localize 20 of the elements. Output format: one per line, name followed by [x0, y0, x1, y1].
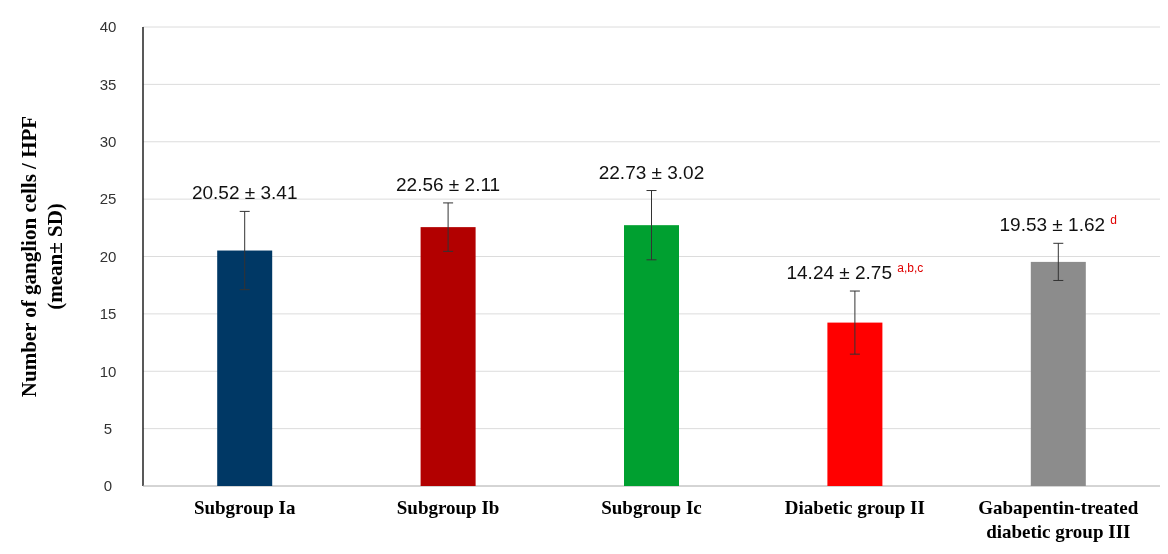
x-tick-label: Subgroup Ic [601, 497, 702, 518]
x-tick-label: Subgroup Ib [396, 497, 500, 518]
data-label: 22.56 ± 2.11 [396, 173, 501, 195]
y-tick-label: 15 [99, 305, 117, 323]
y-tick-label: 0 [103, 477, 113, 495]
x-tick-label: Subgroup Ia [193, 497, 296, 518]
y-tick-label: 30 [99, 133, 117, 150]
data-label: 14.24 ± 2.75 $^{a,b,c}$ [786, 261, 924, 284]
y-tick-label: 5 [103, 419, 113, 437]
x-tick-label: Diabetic group II [784, 497, 925, 518]
y-axis-title: Number of ganglion cells / HPF (mean± SD) [17, 115, 67, 398]
x-tick-label: Gabapentin-treated diabetic group III [978, 497, 1139, 542]
y-tick-label: 10 [99, 362, 117, 380]
data-label: 22.73 ± 3.02 [598, 161, 705, 183]
y-tick-label: 40 [99, 18, 117, 36]
data-label: 19.53 ± 1.62 $^{d}$ [999, 213, 1118, 236]
data-label: 20.52 ± 3.41 [191, 182, 298, 204]
y-tick-label: 25 [99, 190, 117, 208]
y-tick-label: 20 [99, 247, 117, 265]
y-tick-label: 35 [99, 75, 117, 93]
